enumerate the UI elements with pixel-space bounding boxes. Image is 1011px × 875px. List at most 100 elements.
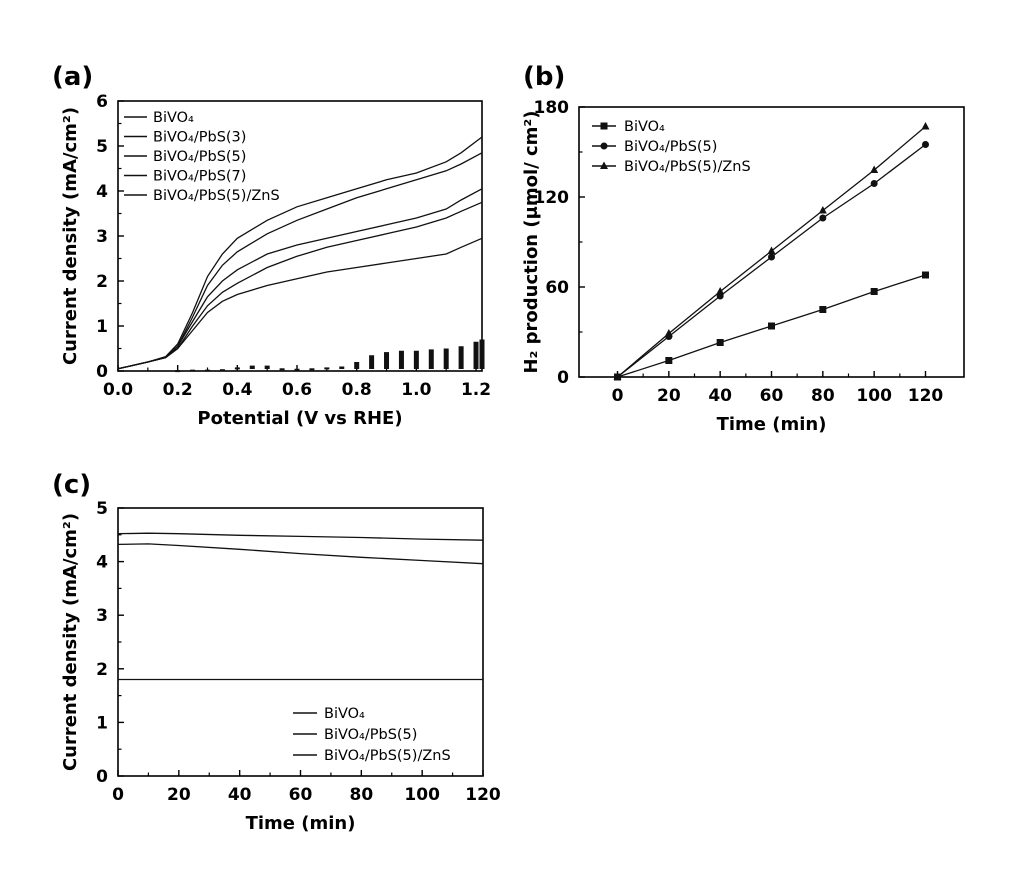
dark-current-spike xyxy=(175,370,180,372)
dark-current-spike xyxy=(369,355,374,369)
series-line-3 xyxy=(118,189,482,369)
x-tick-label: 20 xyxy=(657,386,681,406)
dark-current-spike xyxy=(480,340,485,370)
legend-label: BiVO₄/PbS(5)/ZnS xyxy=(153,188,280,204)
dark-current-spike xyxy=(444,349,449,370)
legend-label: BiVO₄/PbS(5) xyxy=(324,727,417,743)
panel-label: (b) xyxy=(523,62,565,92)
x-tick-label: 1.0 xyxy=(401,380,431,400)
dark-current-spike xyxy=(250,366,255,369)
y-tick-label: 1 xyxy=(96,713,108,733)
x-tick-label: 60 xyxy=(760,386,784,406)
x-tick-label: 60 xyxy=(289,785,313,805)
data-point xyxy=(665,357,672,364)
chart-panel-c: (c)020406080100120012345Time (min)Curren… xyxy=(52,470,501,834)
data-point xyxy=(819,215,826,222)
y-tick-label: 0 xyxy=(96,362,108,382)
dark-current-spike xyxy=(429,349,434,369)
panel-label: (c) xyxy=(52,470,91,500)
y-tick-label: 60 xyxy=(545,278,569,298)
data-point xyxy=(870,166,878,174)
legend-label: BiVO₄ xyxy=(624,119,665,135)
x-tick-label: 20 xyxy=(167,785,191,805)
y-tick-label: 0 xyxy=(557,368,569,388)
x-axis-title: Time (min) xyxy=(717,414,827,435)
x-tick-label: 100 xyxy=(404,785,440,805)
x-tick-label: 100 xyxy=(856,386,892,406)
x-tick-label: 0.4 xyxy=(222,380,252,400)
dark-current-spike xyxy=(324,367,329,369)
dark-current-spike xyxy=(474,342,479,369)
y-tick-label: 3 xyxy=(96,606,108,626)
legend: BiVO₄BiVO₄/PbS(3)BiVO₄/PbS(5)BiVO₄/PbS(7… xyxy=(124,110,280,204)
chart-panel-b: (b)020406080100120060120180Time (min)H₂ … xyxy=(521,62,964,435)
y-tick-label: 5 xyxy=(96,499,108,519)
dark-current-spike xyxy=(190,370,195,372)
x-axis-title: Time (min) xyxy=(246,813,356,834)
dark-current-spike xyxy=(295,369,300,371)
legend-label: BiVO₄/PbS(5)/ZnS xyxy=(624,159,751,175)
dark-current-spike xyxy=(384,352,389,369)
y-tick-label: 4 xyxy=(96,553,108,573)
dark-current-spike xyxy=(220,369,225,371)
dark-current-spike xyxy=(339,367,344,370)
dark-current-spike xyxy=(235,367,240,369)
plot-frame xyxy=(118,508,483,776)
data-point xyxy=(716,287,724,295)
data-point xyxy=(922,141,929,148)
dark-current-spike xyxy=(205,370,210,372)
x-tick-label: 80 xyxy=(349,785,373,805)
x-tick-label: 40 xyxy=(708,386,732,406)
x-tick-label: 0.8 xyxy=(342,380,372,400)
x-axis-title: Potential (V vs RHE) xyxy=(197,408,402,429)
x-tick-label: 0.2 xyxy=(163,380,193,400)
x-tick-label: 40 xyxy=(228,785,252,805)
data-point xyxy=(819,306,826,313)
y-tick-label: 1 xyxy=(96,317,108,337)
dark-current-spike xyxy=(399,351,404,369)
dark-current-spike xyxy=(354,362,359,369)
y-tick-label: 5 xyxy=(96,137,108,157)
legend-marker xyxy=(601,123,608,130)
y-axis-title: Current density (mA/cm²) xyxy=(60,513,81,771)
panel-label: (a) xyxy=(52,62,93,92)
data-point xyxy=(717,339,724,346)
legend: BiVO₄ BiVO₄/PbS(5) BiVO₄/PbS(5)/ZnS xyxy=(592,119,751,175)
data-point xyxy=(768,247,776,255)
data-point xyxy=(819,206,827,214)
dark-current-spike xyxy=(265,366,270,369)
x-tick-label: 0 xyxy=(612,386,624,406)
x-tick-label: 120 xyxy=(465,785,501,805)
x-tick-label: 0 xyxy=(112,785,124,805)
legend-label: BiVO₄ xyxy=(153,110,194,126)
dark-current-spike xyxy=(459,346,464,369)
y-axis-title: Current density (mA/cm²) xyxy=(60,107,81,365)
legend-label: BiVO₄/PbS(5)/ZnS xyxy=(324,748,451,764)
series-line-1 xyxy=(118,544,483,564)
legend: BiVO₄ BiVO₄/PbS(5) BiVO₄/PbS(5)/ZnS xyxy=(293,706,451,764)
dark-current-spike xyxy=(309,368,314,370)
x-tick-label: 1.2 xyxy=(461,380,491,400)
y-tick-label: 6 xyxy=(96,92,108,112)
y-tick-label: 4 xyxy=(96,182,108,202)
y-tick-label: 2 xyxy=(96,272,108,292)
series-line-1 xyxy=(118,202,482,368)
y-axis-title: H₂ production (μmol/ cm²) xyxy=(521,110,542,373)
data-point xyxy=(665,329,673,337)
y-tick-label: 2 xyxy=(96,660,108,680)
data-point xyxy=(768,254,775,261)
legend-label: BiVO₄/PbS(7) xyxy=(153,169,246,185)
data-point xyxy=(871,180,878,187)
series-line-2 xyxy=(118,533,483,540)
x-tick-label: 80 xyxy=(811,386,835,406)
x-tick-label: 0.0 xyxy=(103,380,133,400)
legend-marker xyxy=(601,143,608,150)
data-point xyxy=(768,323,775,330)
legend-label: BiVO₄/PbS(3) xyxy=(153,130,246,146)
legend-label: BiVO₄ xyxy=(324,706,365,722)
legend-label: BiVO₄/PbS(5) xyxy=(624,139,717,155)
series-line-2 xyxy=(118,153,482,369)
series-line-1 xyxy=(618,145,926,378)
x-tick-label: 0.6 xyxy=(282,380,312,400)
